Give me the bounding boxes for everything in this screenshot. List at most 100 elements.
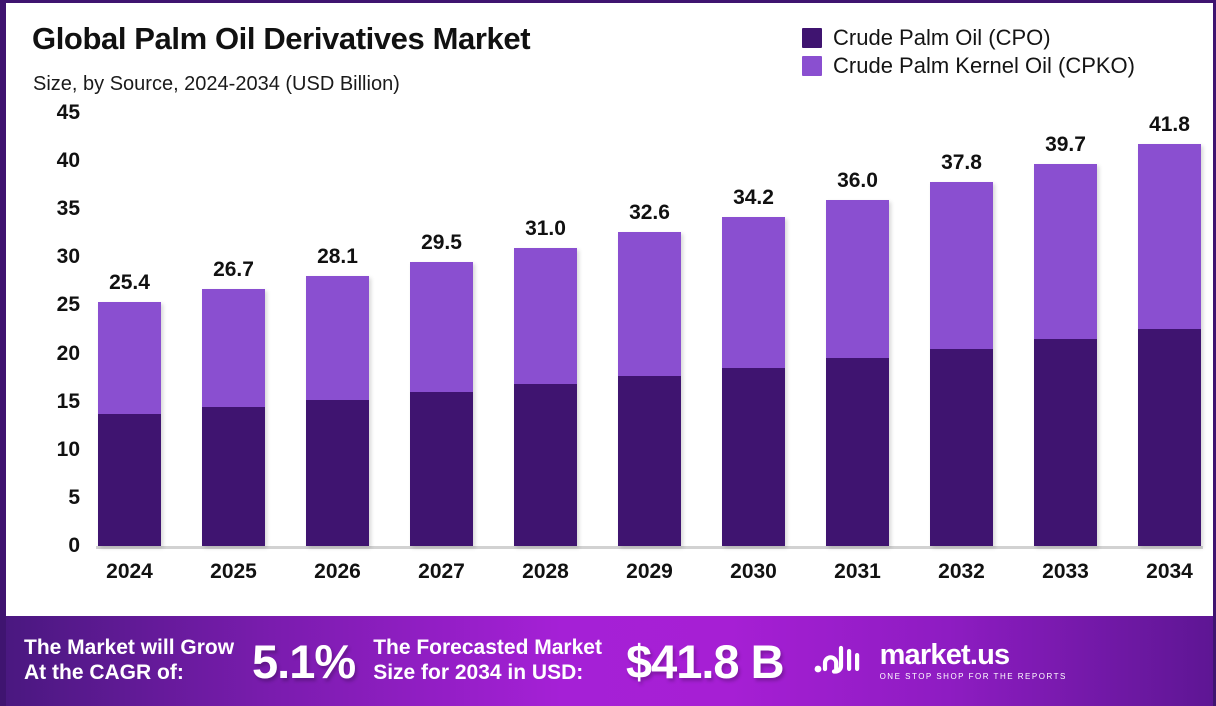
forecast-label-line2: Size for 2034 in USD: xyxy=(373,661,584,684)
legend-cpko[interactable]: Crude Palm Kernel Oil (CPKO) xyxy=(802,55,1135,77)
bar-segment-cpo[interactable] xyxy=(618,375,681,546)
y-axis: 45 40 35 30 25 20 15 10 5 0 xyxy=(6,101,92,557)
bar-segment-cpko[interactable] xyxy=(1138,143,1201,329)
brand-name: market.us xyxy=(879,639,1011,671)
x-axis-label: 2030 xyxy=(730,560,777,583)
bar-value-label: 32.6 xyxy=(629,201,670,225)
bar-segment-cpo[interactable] xyxy=(930,348,993,546)
cagr-value: 5.1% xyxy=(252,634,356,688)
bar-segment-cpo[interactable] xyxy=(306,399,369,546)
legend-label: Crude Palm Kernel Oil (CPKO) xyxy=(833,53,1135,78)
x-axis-label: 2032 xyxy=(938,560,985,583)
bar-value-label: 36.0 xyxy=(837,168,878,192)
forecast-value: $41.8 B xyxy=(625,634,785,688)
chart-legend: Crude Palm Oil (CPO) Crude Palm Kernel Oi… xyxy=(802,27,1135,77)
bar-column[interactable]: 26.7 xyxy=(202,113,265,546)
bar-column[interactable]: 36.0 xyxy=(826,113,889,546)
stacked-bar[interactable] xyxy=(306,275,369,546)
bar-segment-cpko[interactable] xyxy=(306,275,369,400)
y-axis-tick: 30 xyxy=(56,245,80,269)
bar-segment-cpko[interactable] xyxy=(722,216,785,368)
bar-segment-cpo[interactable] xyxy=(1138,328,1201,546)
bar-column[interactable]: 34.2 xyxy=(722,113,785,546)
bar-segment-cpo[interactable] xyxy=(202,407,265,546)
bar-segment-cpo[interactable] xyxy=(826,358,889,546)
forecast-label: The Forecasted Market Size for 2034 in U… xyxy=(373,636,602,686)
y-axis-tick: 35 xyxy=(56,197,80,221)
chart-plot-area: 45 40 35 30 25 20 15 10 5 0 25.4 26.7 28.1 29.5 31.0 3… xyxy=(6,101,1213,603)
y-axis-tick: 45 xyxy=(56,101,80,124)
bar-group: 25.4 26.7 28.1 29.5 31.0 32.6 34.2 36.0 37.8 39.7… xyxy=(98,113,1201,546)
y-axis-tick: 5 xyxy=(68,485,80,509)
stacked-bar[interactable] xyxy=(1138,143,1201,546)
bar-value-label: 28.1 xyxy=(317,244,358,268)
cagr-label: The Market will Grow At the CAGR of: xyxy=(24,636,234,686)
cagr-label-line2: At the CAGR of: xyxy=(24,661,184,684)
forecast-label-line1: The Forecasted Market xyxy=(373,636,602,660)
stacked-bar[interactable] xyxy=(722,216,785,546)
x-axis-line xyxy=(96,546,1203,549)
brand-tagline: ONE STOP SHOP FOR THE REPORTS xyxy=(879,672,1067,681)
bar-column[interactable]: 32.6 xyxy=(618,113,681,546)
market-us-waveform-icon xyxy=(814,642,870,681)
x-axis-label: 2027 xyxy=(418,560,465,583)
bar-segment-cpko[interactable] xyxy=(514,247,577,385)
stacked-bar[interactable] xyxy=(514,247,577,546)
x-axis-label: 2034 xyxy=(1146,560,1193,583)
x-axis-label: 2026 xyxy=(314,560,361,583)
y-axis-tick: 40 xyxy=(56,149,80,173)
bar-column[interactable]: 29.5 xyxy=(410,113,473,546)
bar-segment-cpo[interactable] xyxy=(98,414,161,546)
bar-segment-cpko[interactable] xyxy=(98,301,161,415)
bar-segment-cpko[interactable] xyxy=(410,262,473,393)
y-axis-tick: 10 xyxy=(56,437,80,461)
bar-value-label: 37.8 xyxy=(941,151,982,175)
y-axis-tick: 25 xyxy=(56,293,80,317)
x-axis-label: 2031 xyxy=(834,560,881,583)
stacked-bar[interactable] xyxy=(98,301,161,546)
x-axis-label: 2029 xyxy=(626,560,673,583)
bar-value-label: 39.7 xyxy=(1045,133,1086,156)
bar-segment-cpko[interactable] xyxy=(202,289,265,408)
x-axis-labels: 2024 2025 2026 2027 2028 2029 2030 2031 2032 2033… xyxy=(98,560,1201,584)
legend-swatch-icon xyxy=(802,56,823,76)
bar-segment-cpo[interactable] xyxy=(722,368,785,546)
stacked-bar[interactable] xyxy=(202,289,265,546)
bar-segment-cpo[interactable] xyxy=(514,384,577,546)
x-axis-label: 2028 xyxy=(522,560,569,583)
y-axis-tick: 15 xyxy=(56,389,80,413)
page-title: Global Palm Oil Derivatives Market xyxy=(32,21,531,56)
bar-segment-cpo[interactable] xyxy=(410,392,473,546)
bar-segment-cpko[interactable] xyxy=(1034,164,1097,340)
bar-segment-cpko[interactable] xyxy=(618,232,681,376)
bar-segment-cpko[interactable] xyxy=(826,199,889,359)
bar-value-label: 41.8 xyxy=(1149,112,1190,136)
footer-band: The Market will Grow At the CAGR of: 5.1… xyxy=(6,616,1213,706)
bar-column[interactable]: 37.8 xyxy=(930,113,993,546)
bar-column[interactable]: 25.4 xyxy=(98,113,161,546)
bar-segment-cpko[interactable] xyxy=(930,182,993,349)
legend-cpo[interactable]: Crude Palm Oil (CPO) xyxy=(802,27,1051,49)
bar-column[interactable]: 41.8 xyxy=(1138,113,1201,546)
x-axis-label: 2033 xyxy=(1042,560,1089,583)
stacked-bar[interactable] xyxy=(410,262,473,546)
bar-value-label: 26.7 xyxy=(213,258,254,282)
stacked-bar[interactable] xyxy=(618,232,681,546)
y-axis-tick: 20 xyxy=(56,341,80,365)
bar-segment-cpo[interactable] xyxy=(1034,339,1097,546)
stacked-bar[interactable] xyxy=(1034,164,1097,546)
x-axis-label: 2024 xyxy=(106,560,153,583)
bar-column[interactable]: 39.7 xyxy=(1034,113,1097,546)
bar-column[interactable]: 31.0 xyxy=(514,113,577,546)
bar-value-label: 31.0 xyxy=(525,216,566,240)
bar-column[interactable]: 28.1 xyxy=(306,113,369,546)
y-axis-tick: 0 xyxy=(68,534,80,557)
brand-logo[interactable]: market.us ONE STOP SHOP FOR THE REPORTS xyxy=(814,641,1067,681)
stacked-bar[interactable] xyxy=(930,182,993,546)
legend-label: Crude Palm Oil (CPO) xyxy=(833,25,1051,50)
page-subtitle: Size, by Source, 2024-2034 (USD Billion) xyxy=(33,73,400,95)
bar-value-label: 25.4 xyxy=(109,270,150,294)
stacked-bar[interactable] xyxy=(826,199,889,546)
brand-text: market.us ONE STOP SHOP FOR THE REPORTS xyxy=(880,641,1067,681)
